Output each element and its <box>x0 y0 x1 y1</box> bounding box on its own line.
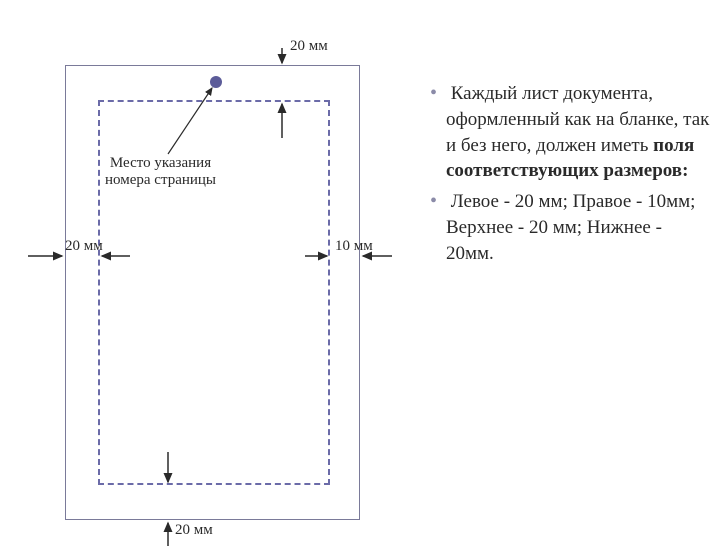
bullet-item: Каждый лист документа, оформленный как н… <box>446 80 710 184</box>
margin-diagram: 20 мм 20 мм 10 мм 20 мм Место указания н… <box>10 60 420 530</box>
margin-top-label: 20 мм <box>290 38 328 55</box>
bullet2-text: Левое - 20 мм; Правое - 10мм; Верхнее - … <box>446 191 695 264</box>
description-text: Каждый лист документа, оформленный как н… <box>430 80 710 270</box>
diagram-arrows <box>10 60 420 550</box>
bullet-item: Левое - 20 мм; Правое - 10мм; Верхнее - … <box>446 188 710 266</box>
